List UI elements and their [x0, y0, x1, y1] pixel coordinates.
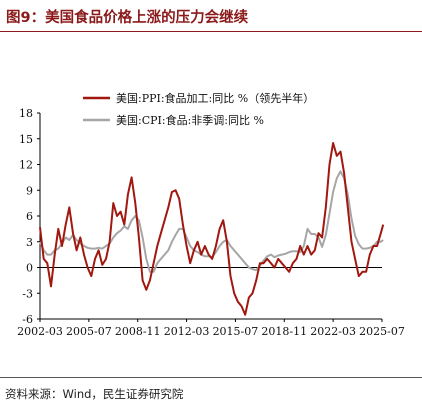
y-tick-label: 18: [19, 107, 33, 120]
x-tick-label: 2002-03: [17, 325, 63, 338]
y-tick-label: 0: [26, 262, 33, 275]
x-tick-label: 2015-07: [213, 325, 259, 338]
y-tick-label: 9: [26, 184, 33, 197]
legend-label: 美国:CPI:食品:非季调:同比 %: [116, 113, 264, 127]
x-tick-label: 2008-11: [115, 325, 161, 338]
y-tick-label: 6: [26, 210, 33, 223]
y-tick-label: 15: [19, 133, 33, 146]
x-tick-label: 2025-07: [359, 325, 405, 338]
source-note: 资料来源：Wind，民生证券研究院: [5, 387, 184, 401]
title-rule: [0, 31, 422, 32]
y-tick-label: 3: [26, 236, 33, 249]
source-rule: [0, 377, 422, 378]
x-tick-label: 2005-07: [66, 325, 112, 338]
series-line-ppi: [39, 142, 385, 316]
figure-title: 图9：美国食品价格上涨的压力会继续: [6, 10, 249, 26]
legend-label: 美国:PPI:食品加工:同比 %（领先半年）: [116, 91, 314, 105]
x-tick-label: 2022-03: [310, 325, 356, 338]
y-tick-label: -6: [22, 313, 33, 326]
x-tick-label: 2018-11: [261, 325, 307, 338]
y-tick-label: -3: [22, 287, 33, 300]
y-tick-label: 12: [19, 159, 33, 172]
x-tick-label: 2012-03: [164, 325, 210, 338]
line-chart: -6 -3 0 3 6 9 12 15 18 2002-03 2005-07 2008-11 2012-…: [17, 91, 405, 338]
